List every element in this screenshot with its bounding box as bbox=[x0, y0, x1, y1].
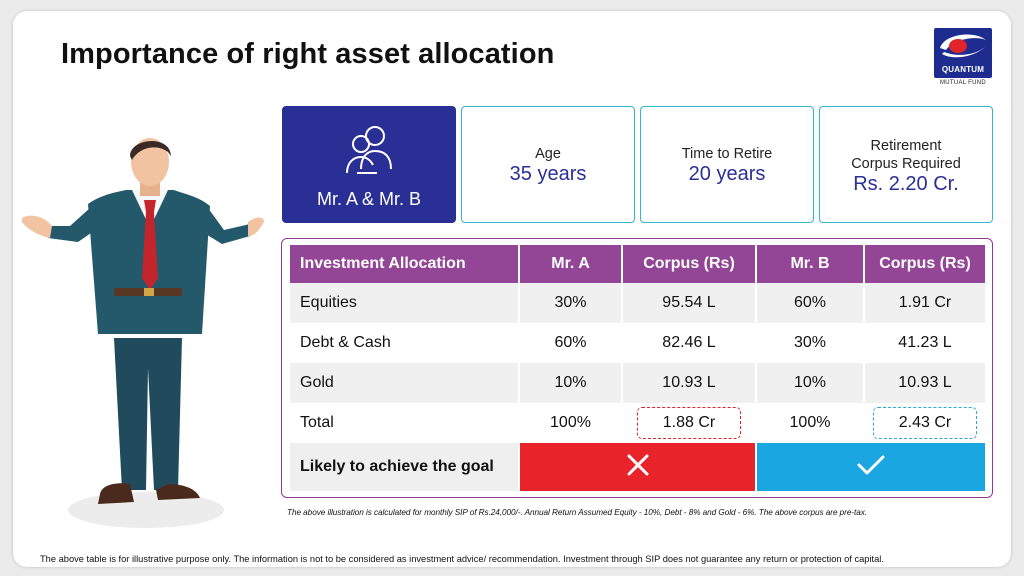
mr-b-pct: 10% bbox=[757, 363, 863, 403]
age-card: Age 35 years bbox=[461, 106, 635, 223]
page-title: Importance of right asset allocation bbox=[61, 38, 555, 70]
quantum-logo: QUANTUM MUTUAL FUND bbox=[933, 28, 993, 90]
mr-b-pct: 60% bbox=[757, 283, 863, 323]
investors-label: Mr. A & Mr. B bbox=[316, 189, 422, 209]
table-frame bbox=[281, 238, 993, 498]
row-label: Equities bbox=[290, 283, 518, 323]
time-to-retire-value: 20 years bbox=[688, 163, 766, 185]
mr-b-pct: 100% bbox=[789, 414, 831, 431]
corpus-required-card: Retirement Corpus Required Rs. 2.20 Cr. bbox=[819, 106, 993, 223]
logo-sub: MUTUAL FUND bbox=[939, 80, 987, 86]
table-row: Gold 10% 10.93 L 10% 10.93 L bbox=[290, 363, 985, 403]
mr-b-corpus: 41.23 L bbox=[898, 334, 952, 351]
mr-b-corpus-total: 2.43 Cr bbox=[865, 403, 985, 443]
header-corpus-a: Corpus (Rs) bbox=[623, 245, 755, 283]
goal-row: Likely to achieve the goal bbox=[290, 443, 985, 491]
table-row-total: Total 100% 1.88 Cr 100% 2.43 Cr bbox=[290, 403, 985, 443]
shrugging-man-illustration bbox=[22, 138, 264, 528]
age-label: Age bbox=[535, 146, 561, 162]
corpus-value: Rs. 2.20 Cr. bbox=[853, 173, 959, 195]
corpus-label-line1: Retirement bbox=[870, 138, 942, 154]
header-investment-allocation: Investment Allocation bbox=[290, 245, 518, 283]
mr-b-total-highlight: 2.43 Cr bbox=[873, 407, 977, 439]
cross-icon bbox=[627, 454, 648, 475]
check-icon bbox=[857, 455, 885, 474]
mr-a-total-highlight: 1.88 Cr bbox=[637, 407, 741, 439]
table-row: Debt & Cash 60% 82.46 L 30% 41.23 L bbox=[290, 323, 985, 363]
row-label: Total bbox=[300, 414, 334, 431]
header-corpus-b: Corpus (Rs) bbox=[865, 245, 985, 283]
mr-a-corpus: 82.46 L bbox=[662, 334, 716, 351]
mr-b-goal-result bbox=[757, 443, 985, 491]
logo-badge: QUANTUM bbox=[934, 28, 992, 78]
mr-a-pct: 100% bbox=[550, 414, 591, 431]
allocation-table: Investment Allocation Mr. A Corpus (Rs) … bbox=[288, 245, 987, 491]
table-header-row: Investment Allocation Mr. A Corpus (Rs) … bbox=[290, 245, 985, 283]
time-to-retire-label: Time to Retire bbox=[681, 146, 773, 162]
corpus-label-line2: Corpus Required bbox=[851, 156, 961, 172]
logo-word: QUANTUM bbox=[941, 65, 985, 74]
mr-b-corpus: 10.93 L bbox=[865, 363, 985, 403]
mr-a-corpus: 95.54 L bbox=[623, 283, 755, 323]
age-value: 35 years bbox=[509, 163, 587, 185]
illustration-footnote: The above illustration is calculated for… bbox=[287, 508, 868, 517]
mr-a-goal-result bbox=[520, 443, 755, 491]
people-icon bbox=[346, 126, 392, 174]
row-label: Debt & Cash bbox=[300, 334, 391, 351]
mr-a-pct: 30% bbox=[520, 283, 621, 323]
mr-a-pct: 60% bbox=[554, 334, 587, 351]
header-mr-a: Mr. A bbox=[520, 245, 621, 283]
disclaimer: The above table is for illustrative purp… bbox=[40, 554, 884, 564]
time-to-retire-card: Time to Retire 20 years bbox=[640, 106, 814, 223]
investors-card: Mr. A & Mr. B bbox=[282, 106, 456, 223]
table-row: Equities 30% 95.54 L 60% 1.91 Cr bbox=[290, 283, 985, 323]
mr-b-pct: 30% bbox=[793, 334, 827, 351]
header-mr-b: Mr. B bbox=[757, 245, 863, 283]
mr-a-pct: 10% bbox=[520, 363, 621, 403]
mr-a-corpus: 10.93 L bbox=[623, 363, 755, 403]
mr-a-corpus-total: 1.88 Cr bbox=[623, 403, 755, 443]
row-label: Gold bbox=[290, 363, 518, 403]
logo-swoosh-icon bbox=[940, 34, 986, 58]
mr-b-corpus: 1.91 Cr bbox=[865, 283, 985, 323]
goal-label: Likely to achieve the goal bbox=[290, 443, 518, 491]
